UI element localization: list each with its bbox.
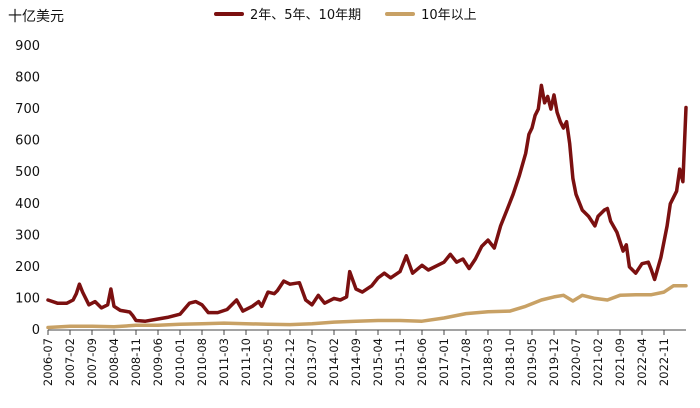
y-tick-label: 500 <box>15 165 40 180</box>
x-tick-label: 2021-09 <box>613 338 627 386</box>
y-tick-label: 800 <box>15 71 40 86</box>
x-tick-label: 2018-10 <box>503 338 517 386</box>
y-axis-label: 十亿美元 <box>8 9 64 25</box>
y-tick-label: 100 <box>15 291 40 306</box>
x-tick-label: 2012-05 <box>261 338 275 386</box>
x-tick-label: 2014-09 <box>349 338 363 386</box>
x-tick-label: 2018-03 <box>481 338 495 386</box>
x-tick-label: 2010-08 <box>195 338 209 386</box>
x-tick-label: 2015-11 <box>393 338 407 386</box>
x-tick-label: 2008-11 <box>129 338 143 386</box>
x-tick-label: 2013-07 <box>305 338 319 386</box>
x-tick-label: 2017-08 <box>459 338 473 386</box>
x-tick-label: 2007-02 <box>63 338 77 386</box>
x-tick-label: 2011-10 <box>239 338 253 386</box>
y-tick-label: 700 <box>15 102 40 117</box>
x-tick-label: 2021-02 <box>591 338 605 386</box>
x-tick-label: 2019-12 <box>547 338 561 386</box>
legend-item-short-term: 2年、5年、10年期 <box>214 4 361 23</box>
x-tick-label: 2022-11 <box>657 338 671 386</box>
x-tick-label: 2020-07 <box>569 338 583 386</box>
x-tick-label: 2010-01 <box>173 338 187 386</box>
x-tick-label: 2009-06 <box>151 338 165 386</box>
legend-swatch-short-term <box>214 11 244 16</box>
y-tick-label: 600 <box>15 134 40 149</box>
x-tick-label: 2014-02 <box>327 338 341 386</box>
y-tick-label: 900 <box>15 39 40 54</box>
legend-item-long-term: 10年以上 <box>385 4 477 23</box>
x-tick-label: 2008-04 <box>107 338 121 386</box>
x-tick-label: 2006-07 <box>41 338 55 386</box>
legend-label-long-term: 10年以上 <box>421 8 477 23</box>
x-tick-label: 2012-12 <box>283 338 297 386</box>
x-tick-label: 2007-09 <box>85 338 99 386</box>
series-line-0 <box>46 83 688 323</box>
y-tick-label: 400 <box>15 197 40 212</box>
series-line-1 <box>46 284 688 330</box>
x-tick-label: 2011-03 <box>217 338 231 386</box>
legend-label-short-term: 2年、5年、10年期 <box>250 8 362 23</box>
x-tick-label: 2022-04 <box>635 338 649 386</box>
x-tick-label: 2017-01 <box>437 338 451 386</box>
legend: 2年、5年、10年期 10年以上 <box>214 4 501 23</box>
y-tick-label: 0 <box>32 323 40 338</box>
legend-swatch-long-term <box>385 11 416 16</box>
y-tick-label: 200 <box>15 260 40 275</box>
y-tick-label: 300 <box>15 228 40 243</box>
x-tick-label: 2015-04 <box>371 338 385 386</box>
x-tick-label: 2019-05 <box>525 338 539 386</box>
x-tick-label: 2016-06 <box>415 338 429 386</box>
